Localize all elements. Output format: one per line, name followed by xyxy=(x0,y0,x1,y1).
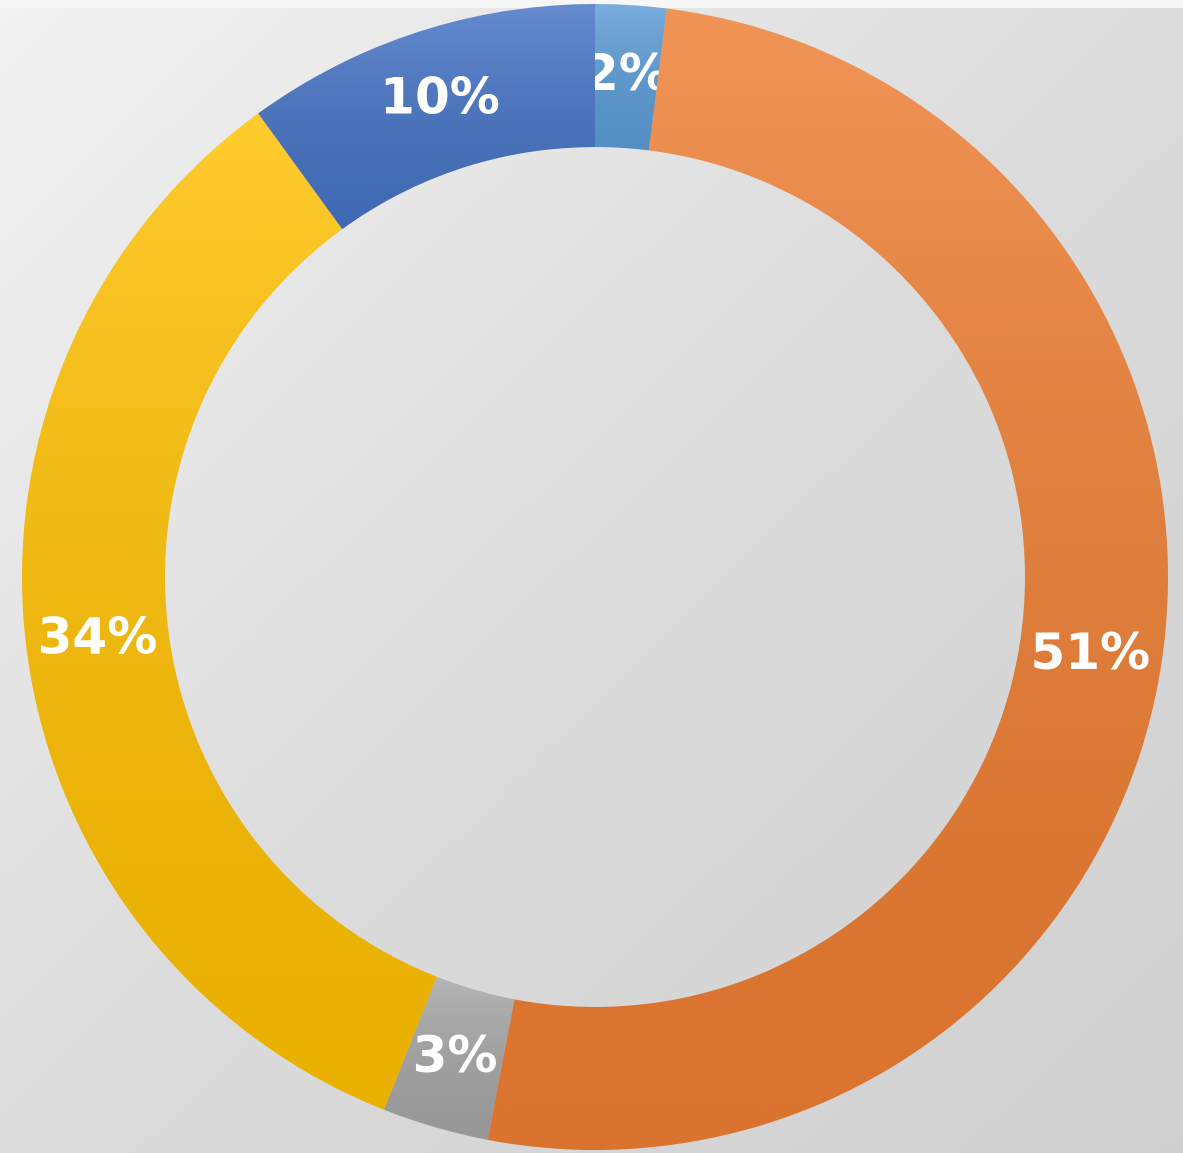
page: 2%51%3%34%10% (() => { const data = JSON… xyxy=(0,0,1183,1153)
data-label: 10% xyxy=(380,68,500,126)
data-label: 51% xyxy=(1030,623,1150,681)
data-label: 3% xyxy=(413,1026,498,1084)
background xyxy=(0,0,1183,1153)
data-label: 34% xyxy=(38,607,158,665)
chart: 2%51%3%34%10% xyxy=(0,0,1183,1153)
